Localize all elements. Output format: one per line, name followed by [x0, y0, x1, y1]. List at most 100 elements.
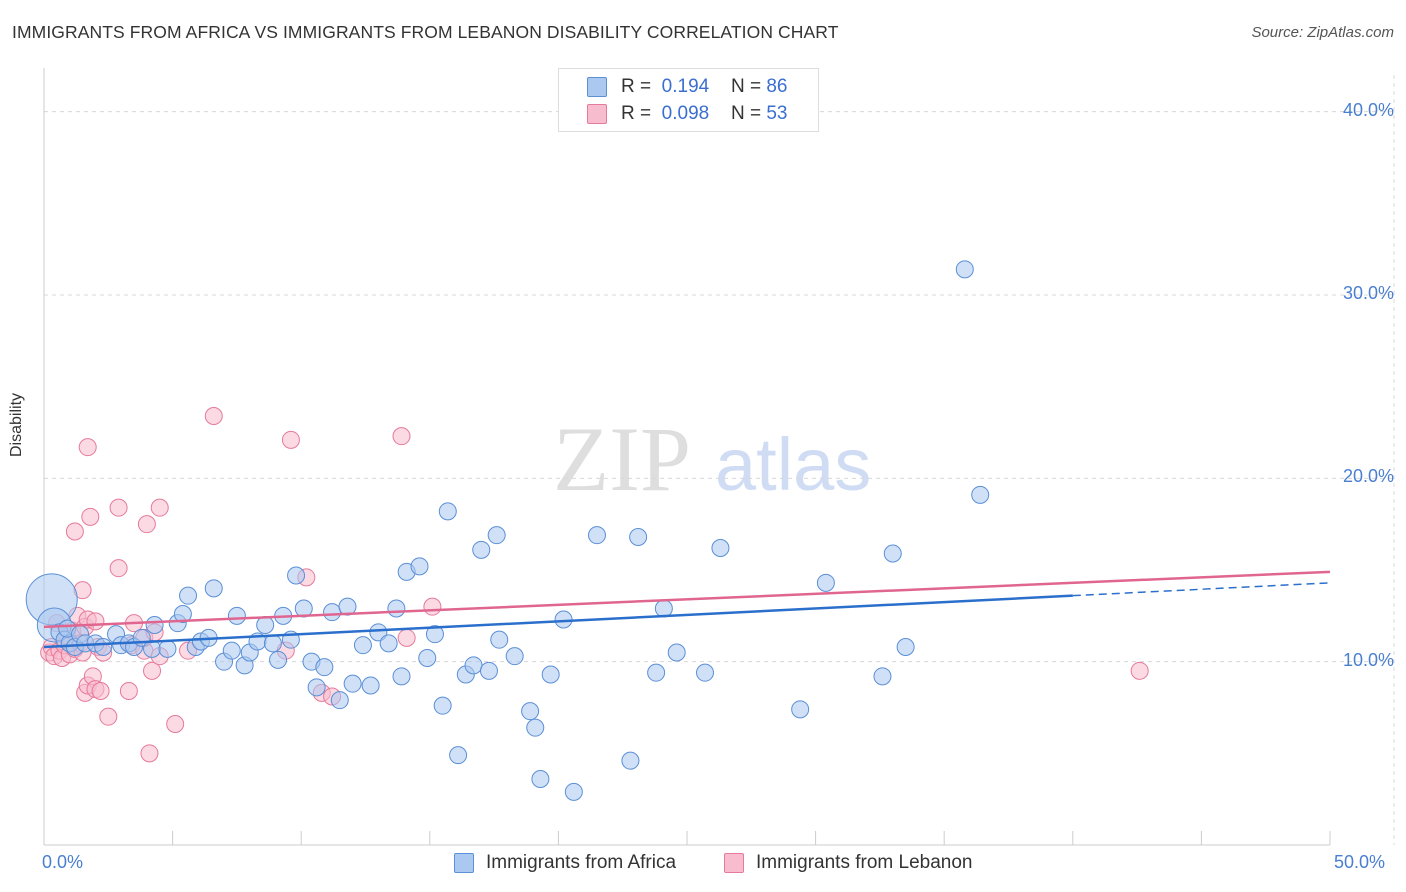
lebanon-point [91, 682, 110, 700]
africa-point [896, 638, 915, 656]
lebanon-point [137, 515, 156, 534]
africa-point [472, 540, 491, 559]
africa-point [711, 539, 730, 557]
africa-point [883, 544, 902, 563]
africa-point [696, 663, 715, 682]
lebanon-legend-swatch [724, 853, 744, 873]
africa-point [654, 599, 673, 618]
legend-row-lebanon: R = 0.098 N = 53 [559, 100, 787, 128]
africa-point [667, 643, 686, 662]
africa-point [158, 639, 177, 658]
africa-point [791, 700, 810, 719]
africa-point [438, 502, 457, 521]
africa-point [647, 663, 666, 682]
africa-point [173, 605, 192, 623]
africa-point [464, 656, 483, 675]
africa-point [955, 260, 974, 279]
lebanon-trend-line [43, 570, 1331, 629]
africa-point [816, 573, 835, 592]
watermark-atlas: atlas [715, 423, 871, 506]
africa-point [433, 696, 452, 715]
africa-point [361, 676, 380, 695]
legend-n-value: 53 [766, 103, 788, 124]
lebanon-point [99, 707, 118, 726]
lebanon-point [119, 682, 138, 700]
africa-point [145, 616, 164, 634]
africa-point [449, 746, 468, 765]
africa-trend-extension [1072, 582, 1331, 597]
x-tick-max: 50.0% [1334, 852, 1386, 872]
africa-point [369, 623, 388, 642]
lebanon-point [65, 522, 84, 541]
africa-point [629, 528, 648, 546]
africa-point [554, 610, 573, 629]
africa-point [410, 557, 429, 576]
africa-point [490, 630, 509, 649]
africa-point [487, 526, 506, 545]
africa-point [338, 597, 357, 616]
africa-point [269, 650, 288, 669]
y-tick-label: 30.0% [1342, 283, 1394, 303]
lebanon-swatch [587, 104, 607, 124]
africa-point [387, 599, 406, 618]
lebanon-point [78, 438, 97, 457]
stats-legend: R = 0.194 N = 86 R = 0.098 N = 53 [558, 68, 819, 132]
x-tick-min: 0.0% [42, 852, 84, 872]
y-tick-label: 10.0% [1342, 649, 1394, 670]
africa-trend-line [43, 594, 1073, 649]
africa-point [94, 638, 113, 656]
africa-point [315, 658, 334, 677]
africa-point [392, 667, 411, 686]
africa-point [287, 566, 306, 585]
lebanon-legend-label: Immigrants from Lebanon [756, 852, 973, 873]
africa-point [323, 603, 342, 622]
africa-point [564, 782, 583, 801]
africa-point [343, 674, 362, 693]
africa-point [587, 526, 606, 545]
africa-point [222, 641, 241, 660]
africa-point [418, 649, 437, 667]
africa-point [521, 702, 540, 721]
lebanon-point [109, 498, 128, 517]
africa-point [425, 625, 444, 644]
lebanon-point [109, 559, 128, 578]
africa-point [873, 667, 892, 686]
africa-point [353, 636, 372, 655]
legend-r-label: R = [621, 76, 652, 97]
chart-source: Source: ZipAtlas.com [1251, 24, 1394, 41]
lebanon-point [81, 507, 100, 526]
legend-r-value: 0.098 [661, 103, 710, 124]
africa-point [541, 665, 560, 684]
africa-legend-swatch [454, 853, 474, 873]
africa-point [307, 678, 326, 697]
africa-point [531, 770, 550, 788]
legend-r-label: R = [621, 103, 652, 124]
africa-point [479, 661, 498, 680]
y-tick-label: 20.0% [1342, 466, 1394, 487]
africa-point [204, 579, 223, 598]
bottom-legend-lebanon: Immigrants from Lebanon [724, 852, 973, 874]
legend-n-label: N = [730, 103, 762, 124]
africa-point [379, 634, 398, 653]
africa-legend-label: Immigrants from Africa [486, 852, 677, 873]
lebanon-point [423, 597, 442, 616]
africa-point [526, 718, 545, 737]
lebanon-point [281, 430, 300, 449]
lebanon-point [392, 427, 411, 446]
africa-point [227, 606, 246, 625]
africa-point [263, 634, 282, 653]
lebanon-point [204, 407, 223, 425]
bottom-legend-africa: Immigrants from Africa [454, 852, 676, 874]
lebanon-point [143, 661, 162, 680]
africa-point [179, 586, 198, 605]
y-tick-label: 40.0% [1342, 99, 1394, 120]
africa-point [971, 485, 990, 504]
africa-point [505, 647, 524, 666]
africa-point [294, 599, 313, 618]
africa-point [621, 751, 640, 770]
watermark: ZIP atlas [553, 408, 871, 510]
lebanon-point [397, 628, 416, 647]
lebanon-point [86, 612, 105, 631]
watermark-zip: ZIP [553, 408, 691, 510]
